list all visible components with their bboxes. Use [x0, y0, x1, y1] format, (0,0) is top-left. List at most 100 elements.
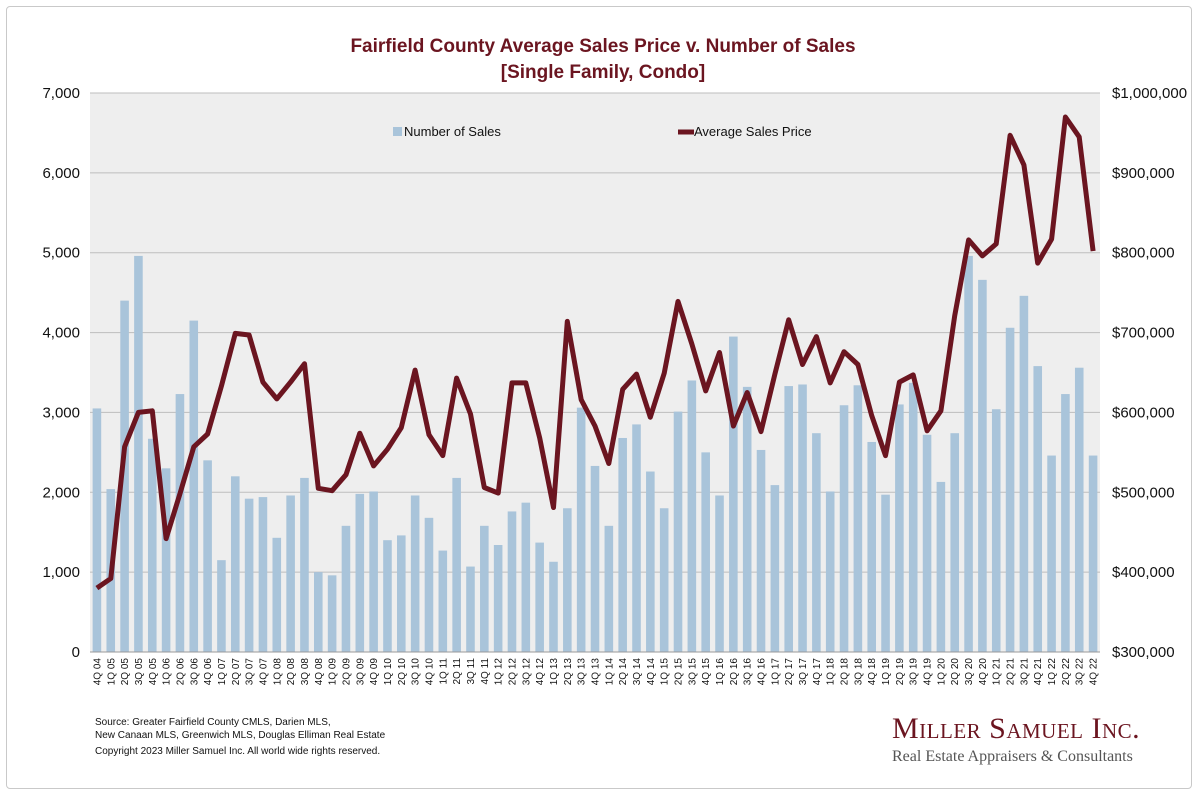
bar: [936, 481, 946, 652]
x-tick-label: 1Q 16: [715, 658, 726, 686]
x-tick-label: 1Q 15: [660, 658, 671, 686]
y-left-tick-label: 5,000: [42, 245, 80, 262]
x-tick-label: 4Q 11: [480, 658, 491, 685]
x-tick-label: 3Q 13: [577, 658, 588, 686]
x-tick-label: 4Q 14: [646, 658, 657, 686]
x-tick-label: 2Q 20: [950, 658, 961, 686]
bar: [895, 404, 904, 652]
bar: [410, 495, 420, 652]
bar: [687, 380, 697, 652]
x-tick-label: 2Q 10: [397, 658, 408, 686]
bar: [825, 491, 835, 652]
line-series: [95, 114, 1096, 591]
bar: [646, 471, 655, 652]
bar: [286, 495, 295, 652]
bar: [327, 575, 337, 652]
y-right-tick-label: $600,000: [1112, 404, 1175, 421]
x-tick-label: 4Q 10: [424, 658, 435, 686]
bar: [881, 494, 890, 652]
bar: [313, 572, 323, 652]
x-tick-label: 3Q 09: [355, 658, 366, 686]
company-logo: Miller Samuel Inc.: [892, 712, 1141, 745]
bar: [978, 279, 987, 652]
x-tick-label: 2Q 13: [563, 658, 574, 686]
bar: [701, 452, 710, 652]
gridlines: [90, 92, 1100, 573]
x-tick-label: 4Q 12: [535, 658, 546, 686]
bar: [632, 424, 641, 652]
chart-frame: [6, 6, 1192, 789]
x-tick-label: 1Q 09: [328, 658, 339, 686]
bar: [770, 485, 780, 652]
x-tick-label: 3Q 08: [300, 658, 311, 686]
x-tick-label: 4Q 18: [867, 658, 878, 686]
bar: [604, 525, 614, 652]
bar: [549, 561, 558, 652]
x-tick-label: 3Q 06: [189, 658, 200, 686]
y-right-tick-label: $300,000: [1112, 644, 1175, 661]
bar: [438, 550, 448, 652]
bar: [618, 437, 627, 652]
y-right-tick-label: $700,000: [1112, 325, 1175, 342]
x-tick-label: 4Q 05: [148, 658, 159, 686]
source-line-2: New Canaan MLS, Greenwich MLS, Douglas E…: [95, 730, 386, 741]
y-left-tick-label: 7,000: [42, 85, 80, 102]
x-tick-label: 2Q 21: [1006, 658, 1017, 686]
x-tick-label: 2Q 11: [452, 658, 463, 685]
x-tick-label: 2Q 18: [840, 658, 851, 686]
bar: [383, 540, 392, 652]
bar: [397, 535, 406, 652]
bar: [1005, 327, 1015, 652]
company-tagline: Real Estate Appraisers & Consultants: [892, 748, 1133, 765]
x-tick-label: 2Q 15: [674, 658, 685, 686]
bar: [258, 497, 268, 652]
bar: [922, 434, 932, 652]
x-tick-label: 3Q 05: [134, 658, 145, 686]
legend: Number of Sales Average Sales Price: [393, 124, 812, 139]
x-tick-label: 4Q 07: [258, 658, 269, 686]
bar: [300, 477, 309, 652]
bar: [563, 508, 572, 652]
x-tick-label: 2Q 14: [618, 658, 629, 686]
x-tick-label: 1Q 20: [936, 658, 947, 686]
x-tick-label: 1Q 08: [272, 658, 283, 686]
bar: [590, 465, 600, 652]
x-tick-label: 2Q 07: [231, 658, 242, 686]
bar: [120, 300, 129, 652]
bar: [1061, 394, 1070, 652]
y-left-tick-label: 2,000: [42, 484, 80, 501]
x-tick-label: 1Q 07: [217, 658, 228, 686]
x-tick-label: 1Q 05: [106, 658, 117, 686]
bar: [1019, 295, 1029, 652]
y-left-tick-label: 4,000: [42, 325, 80, 342]
bar: [355, 493, 365, 652]
legend-label-sales: Number of Sales: [404, 124, 501, 139]
axes: 0 1,000 2,000 3,000 4,000 5,000 6,000 7,000 $300…: [42, 85, 1187, 685]
legend-label-price: Average Sales Price: [694, 124, 812, 139]
x-tick-label: 3Q 22: [1075, 658, 1086, 686]
bar: [742, 386, 752, 652]
y-left-tick-label: 6,000: [42, 165, 80, 182]
x-tick-label: 3Q 15: [687, 658, 698, 686]
bar: [493, 544, 503, 652]
x-tick-label: 4Q 08: [314, 658, 325, 686]
x-tick-label: 3Q 18: [853, 658, 864, 686]
x-tick-label: 4Q 20: [978, 658, 989, 686]
x-tick-label: 2Q 22: [1061, 658, 1072, 686]
y-right-tick-label: $500,000: [1112, 484, 1175, 501]
bar: [161, 468, 171, 652]
chart-title: Fairfield County Average Sales Price v. …: [350, 36, 855, 57]
x-tick-label: 3Q 21: [1019, 658, 1030, 686]
bar: [950, 433, 960, 652]
x-tick-label: 2Q 16: [729, 658, 740, 686]
source-line-1: Source: Greater Fairfield County CMLS, D…: [95, 717, 331, 728]
bar: [147, 438, 157, 652]
bar: [230, 476, 240, 652]
x-tick-label: 1Q 11: [438, 658, 449, 685]
bar: [784, 386, 793, 652]
bar: [729, 336, 738, 652]
bar: [244, 498, 254, 652]
bar: [134, 255, 143, 652]
x-tick-label: 3Q 10: [411, 658, 422, 686]
